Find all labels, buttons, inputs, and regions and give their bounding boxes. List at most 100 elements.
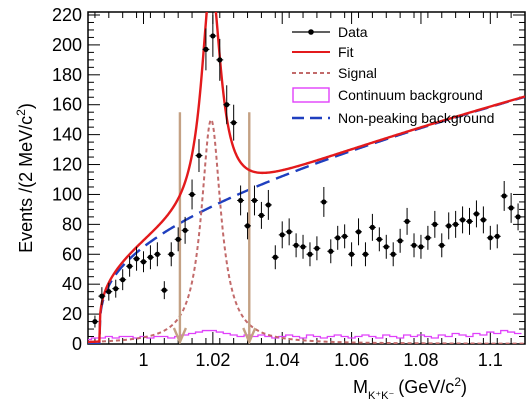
data-point <box>424 225 432 250</box>
data-point <box>264 189 272 220</box>
legend-label-nonpeaking: Non-peaking background <box>338 110 494 126</box>
non-peaking-curve <box>88 95 525 344</box>
data-point <box>119 269 127 291</box>
data-point-marker <box>459 217 466 223</box>
data-point-marker <box>487 235 493 241</box>
data-point <box>403 207 411 235</box>
data-point-marker <box>203 46 209 52</box>
legend-label-data: Data <box>338 24 368 40</box>
data-point <box>126 255 134 277</box>
legend-entry-nonpeaking: Non-peaking background <box>292 110 494 126</box>
legend-entry-signal: Signal <box>292 65 377 81</box>
data-point <box>417 234 425 259</box>
data-point-marker <box>328 248 334 254</box>
y-tick-label: 200 <box>52 35 82 55</box>
signal-series <box>88 118 525 344</box>
data-point <box>466 207 473 235</box>
data-point-marker <box>390 251 396 257</box>
data-point-marker <box>453 221 459 227</box>
data-point <box>472 200 480 228</box>
data-point <box>223 85 231 125</box>
data-point-marker <box>480 217 486 223</box>
data-point-marker <box>397 238 403 244</box>
plot-frame <box>87 11 526 345</box>
data-point-marker <box>265 202 271 208</box>
data-point <box>251 185 258 216</box>
data-point <box>257 201 265 229</box>
data-point <box>167 242 175 267</box>
data-point <box>133 246 141 271</box>
data-point <box>486 225 494 250</box>
data-point <box>174 227 182 252</box>
x-tick-label: 1 <box>138 350 148 370</box>
data-series <box>91 14 522 328</box>
arrow-head <box>172 327 188 344</box>
data-point-marker <box>404 218 410 224</box>
data-point-marker <box>175 236 181 242</box>
data-point-marker <box>272 254 278 260</box>
signal-window-arrows <box>172 112 257 344</box>
data-point <box>493 224 501 249</box>
data-point-marker <box>466 218 473 224</box>
data-point-marker <box>494 233 500 239</box>
data-point-marker <box>418 244 424 250</box>
data-point <box>237 185 245 216</box>
data-point-marker <box>342 233 348 239</box>
data-point <box>146 245 154 270</box>
data-point <box>341 224 349 249</box>
data-point <box>153 242 161 267</box>
y-tick-label: 0 <box>72 334 82 354</box>
y-tick-label: 80 <box>62 214 82 234</box>
data-point <box>188 179 196 210</box>
data-point-marker <box>140 259 147 265</box>
data-point <box>244 212 252 240</box>
x-tick-label: 1.02 <box>195 350 230 370</box>
data-point <box>299 234 307 259</box>
data-point <box>361 242 369 267</box>
x-axis-title: MK⁺K⁻ (GeV/c2) <box>353 375 467 402</box>
data-point-marker <box>279 232 285 238</box>
data-point-marker <box>113 286 119 292</box>
data-point-marker <box>210 33 216 39</box>
axis-ticks <box>88 12 525 345</box>
data-point <box>355 218 362 246</box>
data-point-marker <box>182 227 188 233</box>
data-point-marker <box>508 205 514 211</box>
data-point <box>271 245 279 270</box>
non-peaking-background-series <box>88 95 525 344</box>
y-tick-label: 20 <box>62 304 82 324</box>
data-point <box>209 14 217 57</box>
data-point <box>514 203 522 231</box>
legend: Data Fit Signal Continuum background Non… <box>292 24 494 126</box>
data-point <box>140 251 147 273</box>
data-point <box>98 287 106 306</box>
data-point-marker <box>196 152 202 159</box>
data-point-marker <box>238 197 244 204</box>
data-point-marker <box>300 244 306 250</box>
data-point <box>91 315 99 328</box>
data-point-marker <box>362 251 369 257</box>
data-point <box>431 210 439 238</box>
data-point-marker <box>224 102 230 108</box>
data-point-marker <box>258 212 265 218</box>
data-point <box>112 279 120 298</box>
data-point-marker <box>335 235 341 241</box>
data-point <box>202 28 210 71</box>
data-point <box>320 186 328 217</box>
data-point-marker <box>432 221 438 227</box>
data-point-marker <box>99 293 105 299</box>
data-point-marker <box>161 287 167 293</box>
data-point-marker <box>314 245 320 251</box>
data-point <box>348 242 356 267</box>
data-point-marker <box>293 242 299 248</box>
x-tick-label: 1.08 <box>403 350 438 370</box>
data-point <box>500 180 508 211</box>
y-tick-label: 120 <box>52 155 82 175</box>
data-point <box>382 234 390 259</box>
y-axis-title: Events /(2 MeV/c2) <box>14 103 36 253</box>
tick-labels: 1 1.02 1.04 1.06 1.08 1.1 0 20 40 60 80 100 120 140 16… <box>52 5 503 370</box>
data-point-marker <box>473 211 480 217</box>
data-point-marker <box>92 318 98 325</box>
data-point <box>306 242 314 267</box>
